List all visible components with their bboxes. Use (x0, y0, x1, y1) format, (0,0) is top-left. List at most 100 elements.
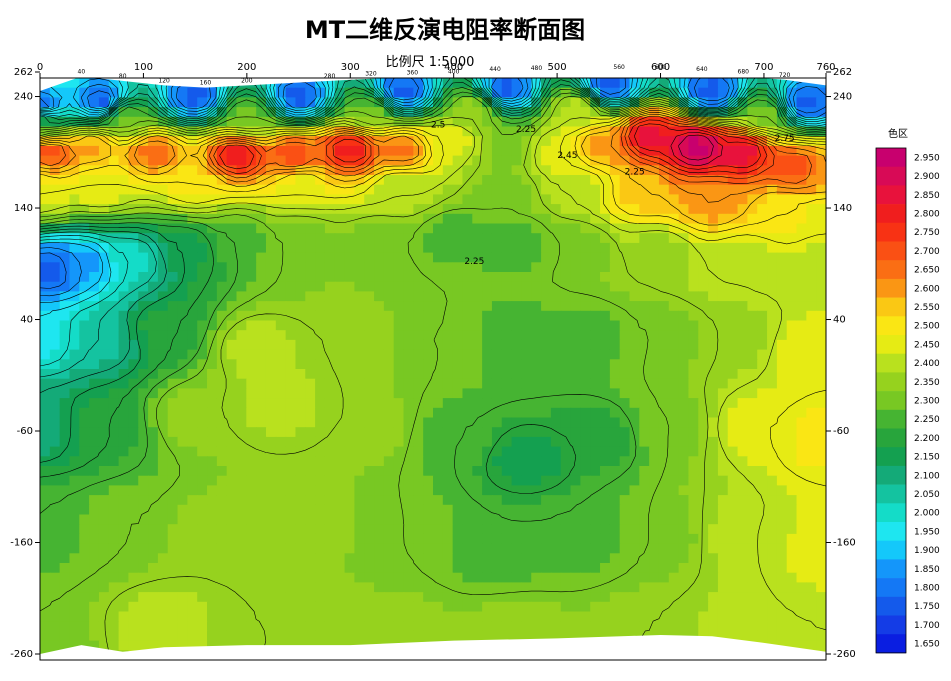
heatmap-cell (236, 495, 247, 506)
heatmap-cell (207, 378, 218, 389)
heatmap-cell (167, 155, 179, 166)
heatmap-cell (550, 155, 562, 166)
heatmap-cell (167, 592, 179, 603)
heatmap-cell (511, 126, 523, 137)
heatmap-cell (285, 126, 297, 137)
heatmap-cell (472, 359, 483, 370)
heatmap-cell (452, 97, 464, 108)
heatmap-cell (619, 301, 631, 312)
heatmap-cell (275, 582, 287, 593)
heatmap-cell (491, 398, 503, 409)
heatmap-cell (737, 107, 748, 118)
heatmap-cell (482, 388, 493, 399)
heatmap-cell (98, 107, 110, 118)
heatmap-cell (442, 194, 454, 205)
heatmap-cell (668, 436, 680, 448)
heatmap-cell (541, 436, 552, 448)
heatmap-cell (89, 427, 100, 438)
heatmap-cell (472, 78, 483, 89)
heatmap-cell (560, 272, 572, 283)
heatmap-cell (560, 184, 572, 195)
heatmap-cell (89, 378, 100, 389)
heatmap-cell (482, 359, 493, 370)
heatmap-cell (796, 107, 807, 118)
heatmap-cell (118, 194, 130, 205)
heatmap-cell (344, 262, 355, 273)
heatmap-cell (776, 301, 788, 312)
heatmap-cell (403, 242, 414, 254)
heatmap-cell (550, 543, 562, 554)
heatmap-cell (334, 533, 346, 545)
heatmap-cell (717, 369, 729, 380)
heatmap-cell (590, 475, 601, 486)
heatmap-cell (747, 611, 758, 622)
heatmap-cell (649, 184, 660, 195)
heatmap-cell (698, 252, 709, 263)
heatmap-cell (236, 301, 247, 312)
heatmap-cell (157, 388, 169, 399)
heatmap-cell (128, 339, 139, 351)
heatmap-cell (521, 281, 532, 292)
heatmap-cell (59, 640, 71, 651)
heatmap-cell (59, 475, 71, 486)
legend-swatch (876, 391, 906, 411)
heatmap-cell (639, 398, 650, 409)
heatmap-cell (207, 407, 218, 419)
heatmap-cell (324, 475, 336, 486)
heatmap-cell (816, 242, 826, 254)
heatmap-cell (265, 466, 277, 477)
heatmap-cell (315, 175, 326, 186)
heatmap-cell (560, 553, 572, 564)
heatmap-cell (452, 601, 464, 613)
heatmap-cell (89, 136, 100, 147)
y-tick-label-left: 40 (20, 315, 33, 326)
heatmap-cell (482, 369, 493, 380)
heatmap-cell (413, 262, 424, 273)
surface-station-label: 200 (241, 77, 253, 84)
heatmap-cell (108, 553, 120, 564)
heatmap-cell (167, 272, 179, 283)
heatmap-cell (541, 495, 552, 506)
heatmap-cell (295, 398, 306, 409)
heatmap-cell (236, 339, 247, 351)
heatmap-cell (374, 223, 385, 234)
heatmap-cell (668, 310, 680, 322)
heatmap-cell (40, 145, 51, 157)
heatmap-cell (118, 87, 130, 98)
heatmap-cell (717, 272, 729, 283)
heatmap-cell (393, 495, 405, 506)
heatmap-cell (649, 601, 660, 613)
heatmap-cell (295, 524, 306, 535)
heatmap-cell (295, 223, 306, 234)
heatmap-cell (452, 621, 464, 632)
heatmap-cell (462, 475, 473, 486)
heatmap-cell (108, 87, 120, 98)
heatmap-cell (207, 475, 218, 486)
heatmap-cell (413, 601, 424, 613)
heatmap-cell (256, 592, 267, 603)
heatmap-cell (344, 621, 355, 632)
heatmap-cell (138, 242, 149, 254)
heatmap-cell (452, 369, 464, 380)
heatmap-cell (275, 553, 287, 564)
heatmap-cell (265, 291, 277, 302)
heatmap-cell (472, 107, 483, 118)
contour-line (670, 132, 723, 166)
heatmap-cell (393, 446, 405, 457)
heatmap-cell (98, 563, 110, 574)
heatmap-cell (590, 145, 601, 157)
heatmap-cell (511, 407, 523, 419)
heatmap-cell (128, 621, 139, 632)
heatmap-cell (315, 475, 326, 486)
heatmap-cell (69, 601, 80, 613)
heatmap-cell (619, 116, 631, 128)
heatmap-cell (550, 359, 562, 370)
heatmap-cell (698, 301, 709, 312)
heatmap-cell (639, 524, 650, 535)
heatmap-cell (187, 475, 198, 486)
heatmap-cell (98, 155, 110, 166)
heatmap-cell (639, 621, 650, 632)
heatmap-cell (197, 436, 208, 448)
heatmap-cell (364, 78, 375, 89)
heatmap-cell (315, 592, 326, 603)
